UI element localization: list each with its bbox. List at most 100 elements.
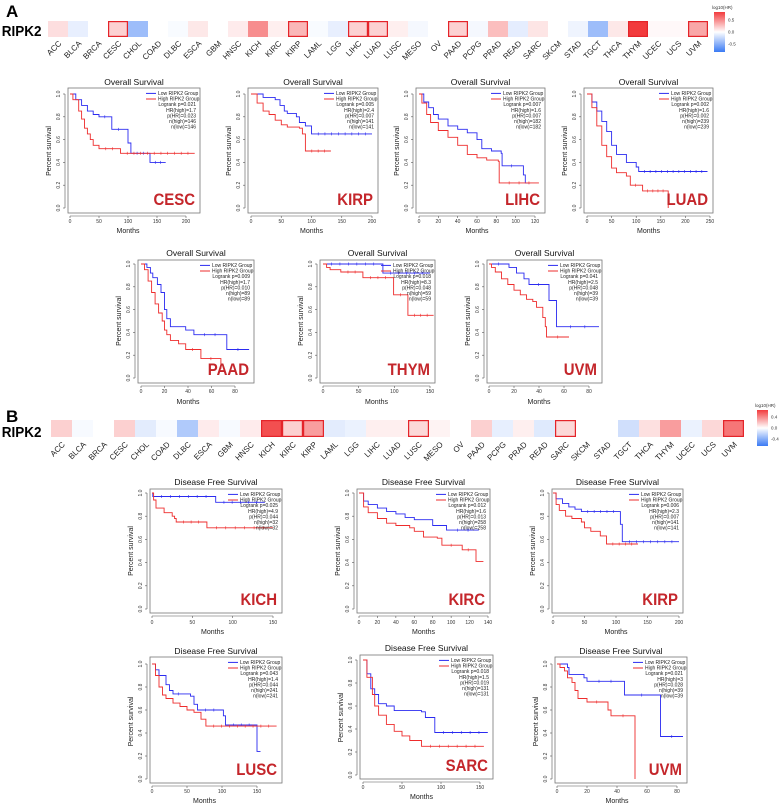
heatmap-column-label: STAD — [562, 39, 583, 60]
y-tick-label: 0.6 — [138, 536, 144, 543]
y-tick-label: 0.6 — [475, 306, 481, 313]
x-tick-label: 0 — [362, 785, 365, 791]
heatmap-cell — [240, 420, 261, 437]
heatmap-cell — [408, 21, 428, 37]
legend-stat: p(HR)=0.044 — [249, 514, 278, 520]
plot-frame — [247, 87, 379, 214]
colorbar-tick-label: -0.4 — [771, 436, 779, 441]
y-tick-label: 1.0 — [126, 260, 132, 267]
survival-curve-high — [359, 492, 484, 562]
x-tick-label: 40 — [536, 389, 542, 395]
heatmap-cell — [93, 420, 114, 437]
legend-stat: n(high)=141 — [652, 520, 679, 526]
km-plot-kirp: Disease Free Survival 0 50 100 150 200 Months 0… — [530, 477, 684, 636]
plot-frame — [137, 259, 255, 384]
heatmap-column-label: KICH — [244, 39, 264, 59]
heatmap-cell-highlight — [687, 21, 708, 38]
legend-entry: Low RIPK2 Group — [503, 91, 544, 97]
legend-stat: n(low)=146 — [171, 125, 196, 131]
x-axis-label: Months — [606, 798, 629, 805]
legend-stat: p(HR)=0.028 — [654, 682, 683, 688]
plot-title: Overall Survival — [283, 77, 343, 87]
x-tick-label: 100 — [124, 219, 133, 225]
survival-curve-low — [363, 659, 488, 733]
legend-stat: p(HR)=0.013 — [457, 514, 486, 520]
legend-entry: Low RIPK2 Group — [645, 660, 686, 666]
legend-stat: n(high)=32 — [254, 520, 278, 526]
legend-entry: Low RIPK2 Group — [448, 492, 489, 498]
heatmap-cell — [588, 21, 608, 37]
heatmap-cell — [450, 420, 471, 437]
legend-stat: n(low)=182 — [516, 125, 541, 131]
y-tick-label: 0.4 — [404, 159, 410, 166]
x-axis-label: Months — [117, 228, 140, 235]
survival-curve-low — [419, 93, 531, 184]
legend-stat: HR(high)=1.7 — [166, 108, 196, 114]
x-axis-label: Months — [201, 629, 224, 636]
colorbar-tick-label: 0.4 — [771, 415, 778, 420]
y-tick-label: 0.4 — [126, 329, 132, 336]
heatmap-column-label: PRAD — [507, 440, 529, 462]
x-tick-label: 250 — [706, 219, 715, 225]
plot-title: Overall Survival — [104, 77, 164, 87]
heatmap-cell — [597, 420, 618, 437]
legend-stat: Logrank p=0.018 — [451, 669, 489, 675]
plot-title: Disease Free Survival — [382, 477, 465, 487]
heatmap-column-label: STAD — [592, 440, 613, 461]
cancer-type-label: KIRC — [448, 591, 485, 609]
legend-stat: Logrank p=0.021 — [645, 671, 683, 677]
heatmap-column-label: READ — [501, 39, 523, 61]
x-axis-label: Months — [410, 794, 433, 801]
survival-curve-low — [587, 93, 708, 172]
heatmap-column-label: OV — [451, 440, 466, 455]
heatmap-column-label: MESO — [422, 440, 445, 463]
y-tick-label: 0.0 — [348, 771, 354, 778]
y-axis-label: Percent survival — [533, 696, 540, 746]
legend-stat: Logrank p=0.041 — [560, 274, 598, 280]
y-tick-label: 0.8 — [475, 283, 481, 290]
legend-stat: n(high)=182 — [514, 119, 541, 125]
heatmap-column-label: LGG — [325, 39, 343, 57]
x-tick-label: 40 — [455, 219, 461, 225]
heatmap-column-label: GBM — [216, 440, 235, 459]
x-axis-label: Months — [365, 399, 388, 406]
y-tick-label: 0.0 — [308, 374, 314, 381]
heatmap-column-label: LAML — [319, 440, 341, 462]
heatmap-column-label: COAD — [141, 39, 164, 62]
heatmap-column-label: ACC — [49, 440, 67, 458]
heatmap-column-label: ACC — [45, 39, 63, 57]
y-axis-label: Percent survival — [128, 696, 135, 746]
x-tick-label: 50 — [184, 789, 190, 795]
legend-stat: HR(high)=1.7 — [220, 280, 250, 286]
heatmap-cell — [513, 420, 534, 437]
x-tick-label: 150 — [657, 219, 666, 225]
legend-stat: HR(high)=3 — [657, 677, 683, 683]
legend-stat: n(high)=131 — [462, 686, 489, 692]
x-axis-label: Months — [528, 399, 551, 406]
x-tick-label: 140 — [484, 620, 493, 626]
y-axis-label: Percent survival — [562, 126, 569, 176]
legend-stat: HR(high)=1.6 — [456, 509, 486, 515]
x-tick-label: 100 — [437, 785, 446, 791]
heatmap-cell — [468, 21, 488, 37]
cancer-type-label: LUSC — [236, 761, 277, 779]
heatmap-cell — [688, 21, 708, 37]
legend-stat: Logrank p=0.025 — [240, 503, 278, 509]
heatmap-cell — [681, 420, 702, 437]
y-tick-label: 0.6 — [56, 136, 62, 143]
heatmap-column-label: ESCA — [192, 440, 214, 462]
km-plot-luad: Overall Survival 0 50 100 150 200 250 Months 0.0… — [562, 77, 714, 235]
legend-entry: High RIPK2 Group — [641, 498, 683, 504]
x-tick-label: 0 — [488, 389, 491, 395]
heatmap-column-label: LUSC — [402, 440, 424, 462]
km-plot-kirc: Disease Free Survival 0 20 40 60 80 100 120 140 M… — [335, 477, 492, 636]
y-tick-label: 0.0 — [572, 204, 578, 211]
x-tick-label: 150 — [338, 219, 347, 225]
heatmap-column-label: COAD — [149, 440, 172, 463]
y-axis-label: Percent survival — [338, 692, 345, 742]
legend-entry: High RIPK2 Group — [240, 666, 282, 672]
legend-stat: n(low)=39 — [576, 297, 598, 303]
legend-stat: Logrank p=0.009 — [212, 274, 250, 280]
plot-frame — [359, 654, 494, 780]
plot-frame — [415, 87, 546, 214]
